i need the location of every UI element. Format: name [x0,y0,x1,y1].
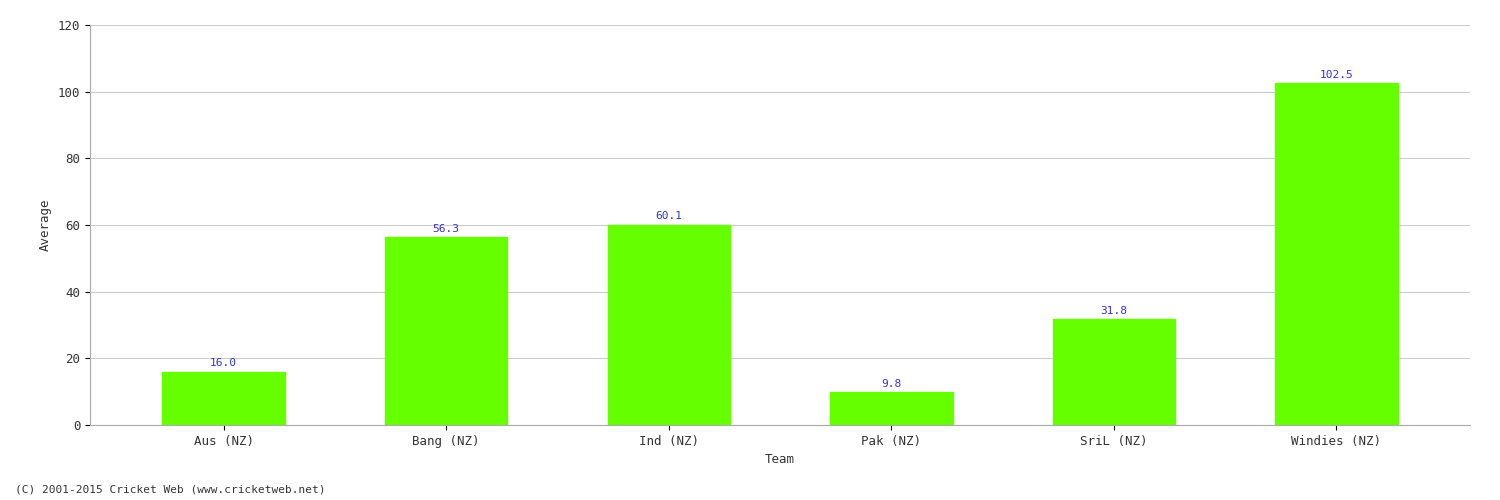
Text: 60.1: 60.1 [656,212,682,222]
Text: 56.3: 56.3 [432,224,459,234]
X-axis label: Team: Team [765,454,795,466]
Bar [162,372,285,425]
Text: 31.8: 31.8 [1101,306,1128,316]
Text: 9.8: 9.8 [880,379,902,389]
Text: 102.5: 102.5 [1320,70,1353,80]
Bar [830,392,952,425]
Text: 16.0: 16.0 [210,358,237,368]
Bar [608,224,730,425]
Bar [1053,319,1174,425]
Y-axis label: Average: Average [39,198,53,251]
Bar [1275,84,1398,425]
Bar [386,238,507,425]
Text: (C) 2001-2015 Cricket Web (www.cricketweb.net): (C) 2001-2015 Cricket Web (www.cricketwe… [15,485,326,495]
